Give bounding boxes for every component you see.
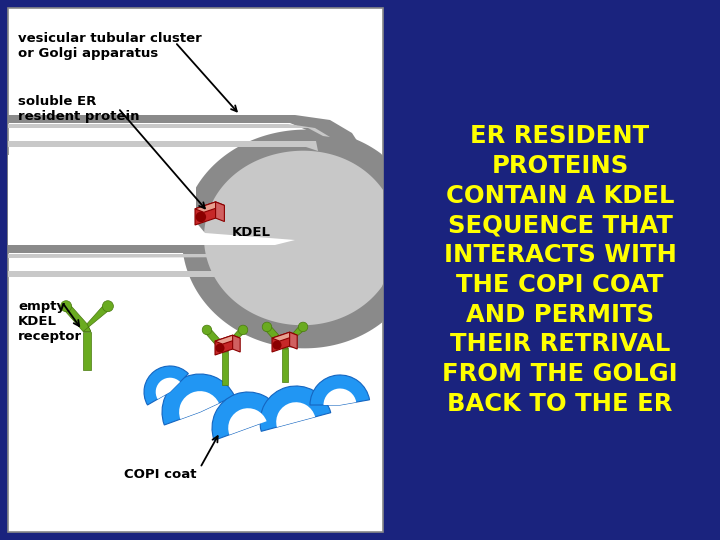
Polygon shape xyxy=(264,325,288,349)
Wedge shape xyxy=(260,386,330,431)
Circle shape xyxy=(102,301,114,312)
Polygon shape xyxy=(8,124,330,137)
Text: COPI coat: COPI coat xyxy=(124,469,197,482)
Circle shape xyxy=(262,322,271,332)
Wedge shape xyxy=(310,375,369,405)
Circle shape xyxy=(202,325,212,335)
Polygon shape xyxy=(182,130,383,348)
Polygon shape xyxy=(204,328,228,352)
Polygon shape xyxy=(289,332,297,349)
Text: empty
KDEL
receptor: empty KDEL receptor xyxy=(18,300,82,343)
Wedge shape xyxy=(162,374,235,425)
Text: vesicular tubular cluster
or Golgi apparatus: vesicular tubular cluster or Golgi appar… xyxy=(18,32,202,60)
Wedge shape xyxy=(179,391,219,419)
Wedge shape xyxy=(156,377,180,399)
Polygon shape xyxy=(233,335,240,352)
Wedge shape xyxy=(212,392,282,440)
Polygon shape xyxy=(8,141,318,151)
Polygon shape xyxy=(83,332,91,370)
Circle shape xyxy=(298,322,307,332)
Bar xyxy=(8,155,196,245)
Wedge shape xyxy=(323,388,356,405)
Polygon shape xyxy=(282,325,306,349)
Wedge shape xyxy=(144,366,189,405)
Polygon shape xyxy=(272,332,289,352)
Polygon shape xyxy=(215,202,225,221)
Polygon shape xyxy=(8,245,336,283)
Polygon shape xyxy=(282,349,288,382)
Circle shape xyxy=(196,212,206,222)
Polygon shape xyxy=(222,352,228,385)
Polygon shape xyxy=(8,155,295,245)
Polygon shape xyxy=(272,332,297,341)
Polygon shape xyxy=(63,304,91,332)
Polygon shape xyxy=(195,202,225,212)
Circle shape xyxy=(60,301,71,312)
Circle shape xyxy=(238,325,248,335)
Polygon shape xyxy=(215,335,233,355)
Polygon shape xyxy=(8,254,310,265)
Text: soluble ER
resident protein: soluble ER resident protein xyxy=(18,95,140,123)
Polygon shape xyxy=(195,202,215,225)
Polygon shape xyxy=(215,335,240,344)
Polygon shape xyxy=(222,328,246,352)
FancyBboxPatch shape xyxy=(8,8,383,532)
Wedge shape xyxy=(228,408,266,435)
Circle shape xyxy=(273,341,282,349)
Polygon shape xyxy=(8,115,365,173)
Text: KDEL: KDEL xyxy=(232,226,271,239)
Polygon shape xyxy=(204,151,383,325)
Wedge shape xyxy=(276,402,315,427)
Text: ER RESIDENT
PROTEINS
CONTAIN A KDEL
SEQUENCE THAT
INTERACTS WITH
THE COPI COAT
A: ER RESIDENT PROTEINS CONTAIN A KDEL SEQU… xyxy=(442,124,678,416)
Polygon shape xyxy=(83,304,111,332)
Polygon shape xyxy=(8,271,310,281)
Circle shape xyxy=(215,343,225,353)
